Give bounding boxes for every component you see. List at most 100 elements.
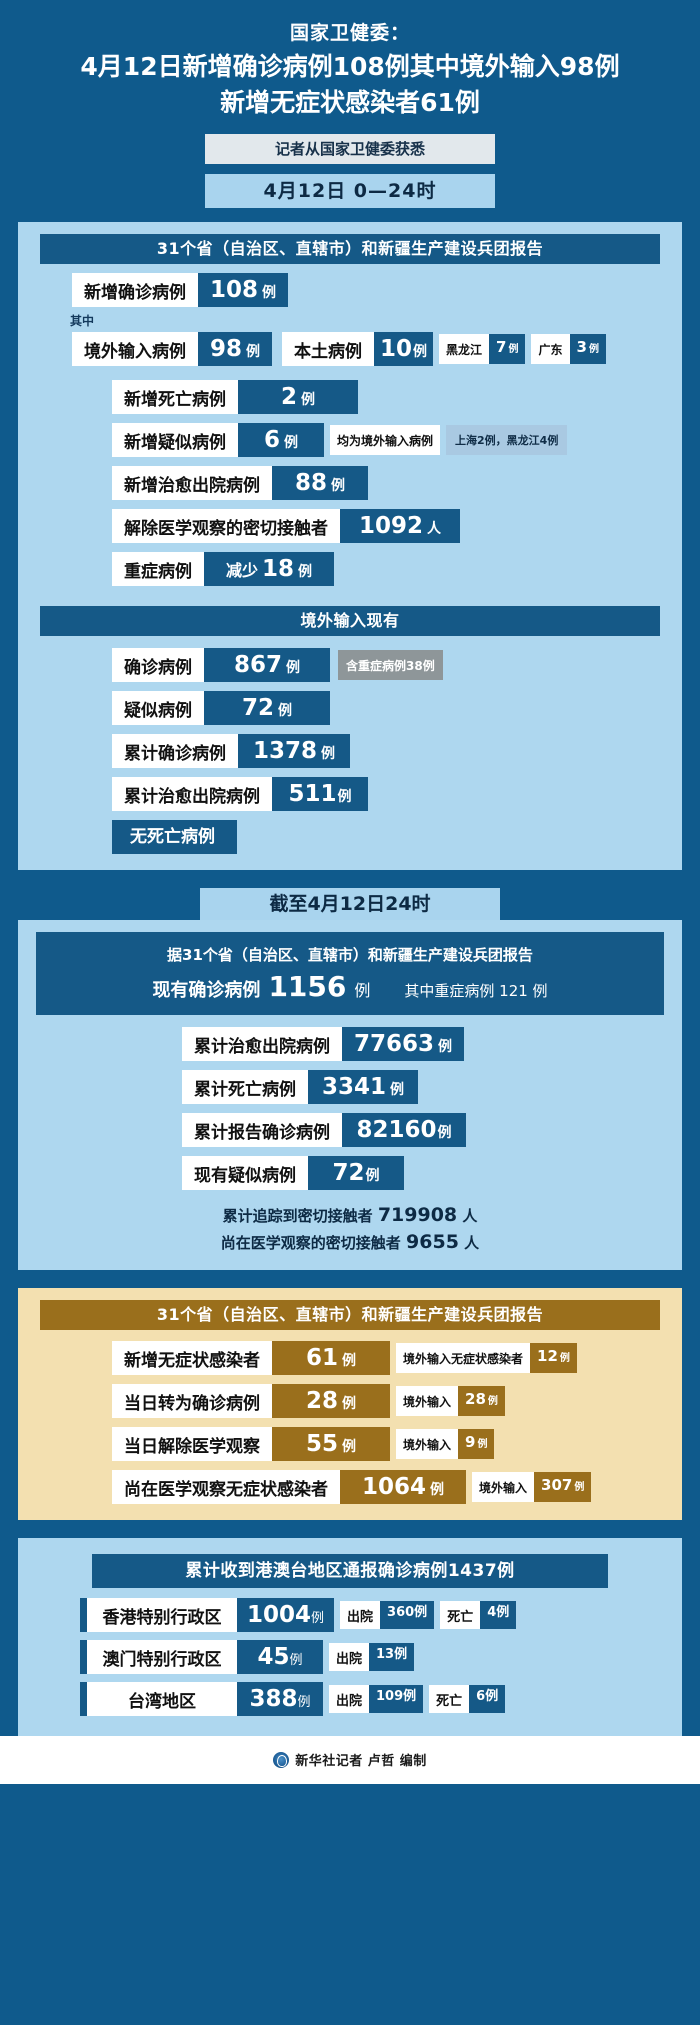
- section-asymptomatic: 31个省（自治区、直辖市）和新疆生产建设兵团报告 新增无症状感染者 61 例 境…: [18, 1288, 682, 1520]
- imported-total-confirmed-label: 累计确诊病例: [112, 734, 238, 768]
- local-region-2-name: 广东: [531, 334, 570, 364]
- cum-deaths-label: 累计死亡病例: [182, 1070, 308, 1104]
- hero-line-1: 据31个省（自治区、直辖市）和新疆生产建设兵团报告: [167, 946, 533, 964]
- imported-suspected-label: 疑似病例: [112, 691, 204, 725]
- imported-total-discharged-unit: 例: [337, 789, 352, 805]
- imported-label: 境外输入病例: [72, 332, 198, 366]
- xinhua-logo-icon: [273, 1751, 290, 1768]
- under-observation-sub-value: 307 例: [534, 1472, 592, 1502]
- imported-number: 98: [210, 336, 243, 362]
- released-observation-sub-number: 9: [465, 1433, 476, 1451]
- row-cur-suspected: 现有疑似病例 72 例: [32, 1156, 668, 1190]
- region-extra-1-value: 109例: [369, 1685, 424, 1713]
- region-extra-1-value: 360例: [380, 1601, 435, 1629]
- region-row-hongkong: 香港特别行政区 1004 例 出院 360例 死亡 4例: [32, 1598, 668, 1632]
- region-extra-1-value: 13例: [369, 1643, 415, 1671]
- region-extra-2-value: 4例: [480, 1601, 517, 1629]
- row-converted-confirmed: 当日转为确诊病例 28 例 境外输入 28 例: [32, 1384, 668, 1418]
- section-daily-new: 31个省（自治区、直辖市）和新疆生产建设兵团报告 新增确诊病例 108 例 其中…: [18, 222, 682, 870]
- cum-deaths-unit: 例: [390, 1082, 404, 1098]
- under-observation-label: 尚在医学观察无症状感染者: [112, 1470, 340, 1504]
- row-released-observation: 当日解除医学观察 55 例 境外输入 9 例: [32, 1427, 668, 1461]
- severe-unit: 例: [298, 564, 313, 580]
- row-label: 新增确诊病例: [72, 273, 198, 307]
- section-hk-macau-taiwan: 累计收到港澳台地区通报确诊病例1437例 香港特别行政区 1004 例 出院 3…: [18, 1538, 682, 1736]
- section-cumulative: 据31个省（自治区、直辖市）和新疆生产建设兵团报告 现有确诊病例 1156 例 …: [18, 920, 682, 1270]
- source-chip: 记者从国家卫健委获悉: [205, 134, 495, 164]
- new-discharged-unit: 例: [331, 478, 345, 494]
- section2-hero: 据31个省（自治区、直辖市）和新疆生产建设兵团报告 现有确诊病例 1156 例 …: [36, 932, 664, 1015]
- released-contacts-value: 1092 人: [340, 509, 460, 543]
- hero-number: 1156: [268, 970, 347, 1003]
- converted-confirmed-sub-label: 境外输入: [396, 1386, 459, 1416]
- new-asymptomatic-sub-unit: 例: [559, 1353, 570, 1364]
- imported-total-discharged-value: 511 例: [272, 777, 368, 811]
- region-extra-2-label: 死亡: [440, 1601, 481, 1629]
- new-asymptomatic-sub-number: 12: [537, 1347, 558, 1365]
- region-accent-bar: [80, 1640, 87, 1674]
- region-number: 1004: [247, 1602, 312, 1628]
- under-observation-unit: 例: [430, 1482, 444, 1498]
- cum-discharged-unit: 例: [438, 1039, 453, 1055]
- contact-tracing-notes: 累计追踪到密切接触者 719908 人 尚在医学观察的密切接触者 9655 人: [32, 1202, 668, 1256]
- region-value: 45 例: [237, 1640, 323, 1674]
- row-new-discharged: 新增治愈出院病例 88 例: [32, 466, 668, 500]
- region-extra-1-label: 出院: [329, 1643, 370, 1671]
- local-region-2-value: 3 例: [569, 334, 606, 364]
- new-suspected-detail: 上海2例，黑龙江4例: [446, 425, 568, 455]
- severe-number: 18: [262, 556, 295, 582]
- region-extra-2-label: 死亡: [429, 1685, 470, 1713]
- row-cum-reported: 累计报告确诊病例 82160 例: [32, 1113, 668, 1147]
- contact-line-1: 累计追踪到密切接触者 719908 人: [32, 1202, 668, 1229]
- region-row-taiwan: 台湾地区 388 例 出院 109例 死亡 6例: [32, 1682, 668, 1716]
- released-observation-label: 当日解除医学观察: [112, 1427, 272, 1461]
- released-observation-sub-label: 境外输入: [396, 1429, 459, 1459]
- under-observation-sub-label: 境外输入: [472, 1472, 535, 1502]
- row-value: 108 例: [198, 273, 289, 307]
- severe-value: 减少 18 例: [204, 552, 334, 586]
- imported-confirmed-unit: 例: [286, 660, 300, 676]
- local-label: 本土病例: [282, 332, 375, 366]
- under-observation-sub-unit: 例: [574, 1482, 585, 1493]
- imported-total-confirmed-number: 1378: [252, 738, 317, 764]
- row-under-observation: 尚在医学观察无症状感染者 1064 例 境外输入 307 例: [32, 1470, 668, 1504]
- released-observation-sub-value: 9 例: [458, 1429, 495, 1459]
- contact-line-1-pre: 累计追踪到密切接触者: [222, 1207, 373, 1225]
- region-unit: 例: [311, 1611, 325, 1626]
- contact-line-2: 尚在医学观察的密切接触者 9655 人: [32, 1229, 668, 1256]
- row-imported-confirmed: 确诊病例 867 例 含重症病例38例: [32, 648, 668, 682]
- region-value: 1004 例: [237, 1598, 335, 1632]
- contact-line-1-number: 719908: [377, 1204, 458, 1226]
- new-asymptomatic-value: 61 例: [272, 1341, 390, 1375]
- imported-suspected-number: 72: [241, 695, 274, 721]
- date-chip: 4月12日 0—24时: [205, 174, 495, 208]
- row-unit: 例: [262, 285, 277, 301]
- cum-discharged-value: 77663 例: [342, 1027, 465, 1061]
- hero-unit: 例: [354, 981, 371, 1000]
- converted-confirmed-label: 当日转为确诊病例: [112, 1384, 272, 1418]
- severe-label: 重症病例: [112, 552, 204, 586]
- imported-suspected-value: 72 例: [204, 691, 330, 725]
- row-imported-no-deaths: 无死亡病例: [32, 820, 668, 854]
- local-unit: 例: [413, 344, 428, 360]
- new-asymptomatic-sub-label: 境外输入无症状感染者: [396, 1343, 531, 1373]
- cum-discharged-label: 累计治愈出院病例: [182, 1027, 342, 1061]
- new-deaths-value: 2 例: [238, 380, 358, 414]
- new-suspected-label: 新增疑似病例: [112, 423, 238, 457]
- imported-suspected-unit: 例: [278, 703, 292, 719]
- cur-suspected-value: 72 例: [308, 1156, 404, 1190]
- converted-confirmed-sub-value: 28 例: [458, 1386, 505, 1416]
- imported-total-confirmed-value: 1378 例: [238, 734, 350, 768]
- contact-line-2-number: 9655: [406, 1231, 459, 1253]
- local-region-1-number: 7: [496, 338, 507, 356]
- new-suspected-value: 6 例: [238, 423, 324, 457]
- released-observation-number: 55: [305, 1431, 338, 1457]
- cum-reported-label: 累计报告确诊病例: [182, 1113, 342, 1147]
- footer-credit: 新华社记者 卢哲 编制: [295, 1754, 427, 1769]
- released-observation-unit: 例: [342, 1439, 356, 1455]
- region-extra-1-label: 出院: [340, 1601, 381, 1629]
- converted-confirmed-unit: 例: [342, 1396, 356, 1412]
- hero-line-2: 现有确诊病例 1156 例 其中重症病例 121 例: [48, 970, 652, 1003]
- qizhong-label: 其中: [70, 314, 95, 328]
- local-number: 10: [380, 336, 413, 362]
